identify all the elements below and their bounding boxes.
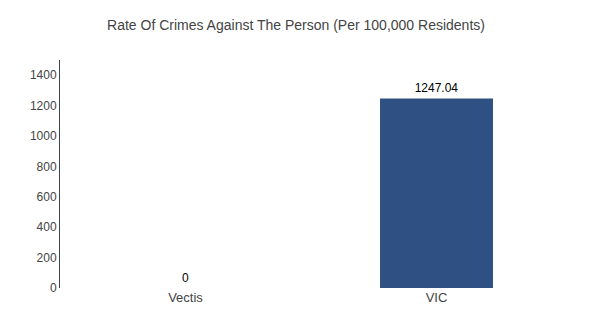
svg-text:400: 400	[37, 220, 57, 234]
svg-text:0: 0	[50, 281, 57, 295]
svg-text:1000: 1000	[30, 129, 57, 143]
svg-text:600: 600	[37, 190, 57, 204]
svg-text:Vectis: Vectis	[168, 290, 203, 305]
svg-text:0: 0	[182, 271, 189, 285]
svg-text:VIC: VIC	[426, 290, 448, 305]
svg-text:800: 800	[37, 160, 57, 174]
svg-text:1400: 1400	[30, 68, 57, 82]
svg-text:Rate Of Crimes Against The Per: Rate Of Crimes Against The Person (Per 1…	[107, 17, 485, 33]
svg-text:1200: 1200	[30, 99, 57, 113]
svg-text:200: 200	[37, 251, 57, 265]
svg-text:1247.04: 1247.04	[415, 81, 459, 95]
